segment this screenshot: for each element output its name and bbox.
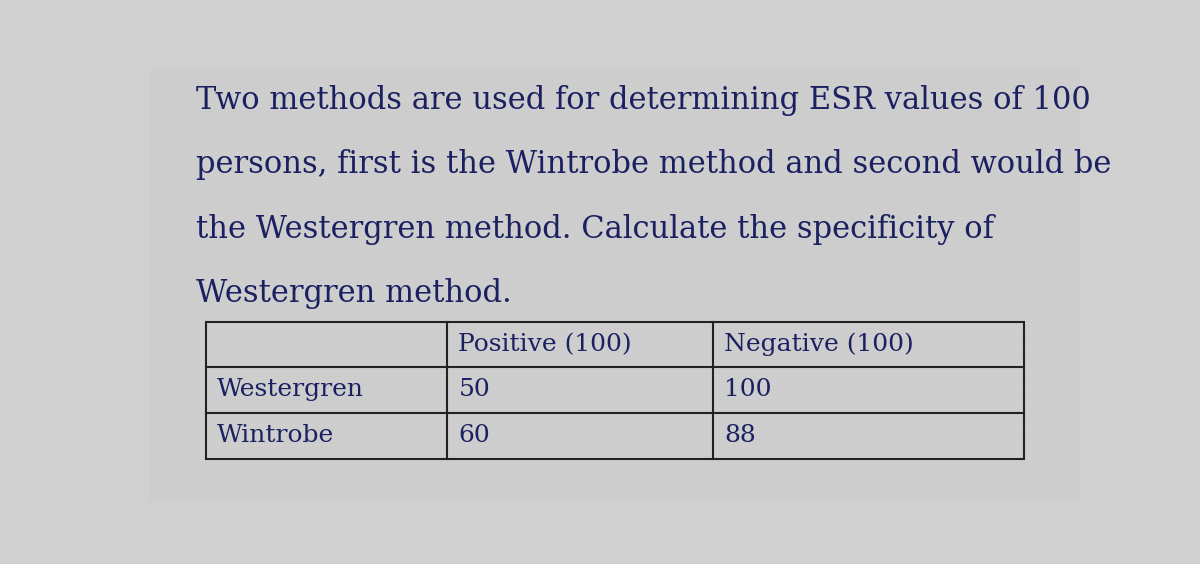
- Text: Negative (100): Negative (100): [725, 333, 914, 356]
- Text: the Westergren method. Calculate the specificity of: the Westergren method. Calculate the spe…: [197, 214, 995, 245]
- Text: Westergren method.: Westergren method.: [197, 278, 512, 309]
- Text: 60: 60: [458, 424, 490, 447]
- Text: Two methods are used for determining ESR values of 100: Two methods are used for determining ESR…: [197, 85, 1091, 116]
- Text: Positive (100): Positive (100): [458, 333, 632, 356]
- Text: Westergren: Westergren: [217, 378, 364, 402]
- Text: 50: 50: [458, 378, 490, 402]
- Text: 100: 100: [725, 378, 772, 402]
- Text: persons, first is the Wintrobe method and second would be: persons, first is the Wintrobe method an…: [197, 149, 1112, 180]
- Bar: [206, 321, 1024, 459]
- Text: Wintrobe: Wintrobe: [217, 424, 335, 447]
- Text: 88: 88: [725, 424, 756, 447]
